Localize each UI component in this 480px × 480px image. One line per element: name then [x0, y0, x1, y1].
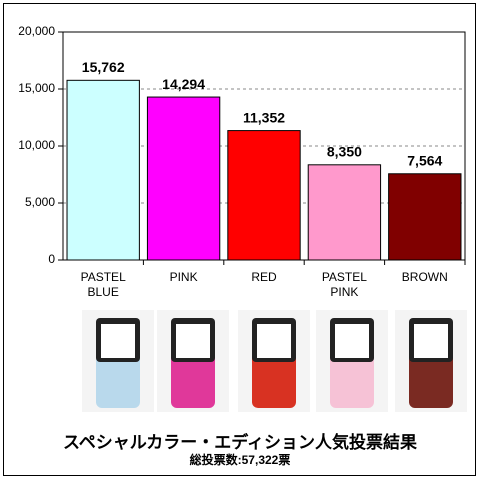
product-images [82, 310, 467, 412]
bar [227, 130, 301, 261]
value-label: 14,294 [162, 76, 205, 92]
bar [146, 96, 221, 261]
value-label: 15,762 [82, 59, 125, 75]
bar [66, 79, 140, 261]
chart-title: スペシャルカラー・エディション人気投票結果 [62, 433, 418, 452]
value-label: 8,350 [327, 144, 362, 160]
y-tick-label: 15,000 [18, 81, 55, 95]
y-tick-label: 10,000 [18, 138, 55, 152]
x-tick-label: PINK [169, 270, 198, 284]
bar [307, 164, 382, 261]
x-tick-label: PASTEL BLUE [80, 270, 126, 299]
chart-subtitle: 総投票数:57,322票 [189, 453, 291, 467]
x-tick-label: RED [251, 270, 277, 284]
value-label: 11,352 [243, 109, 285, 125]
value-label: 7,564 [407, 152, 442, 168]
frame [3, 3, 476, 476]
y-tick-label: 0 [48, 252, 55, 266]
bar [388, 173, 462, 261]
x-tick-label: PASTEL PINK [321, 270, 367, 299]
x-tick-label: BROWN [401, 270, 448, 284]
y-tick-label: 20,000 [18, 24, 55, 38]
y-tick-label: 5,000 [25, 195, 55, 209]
